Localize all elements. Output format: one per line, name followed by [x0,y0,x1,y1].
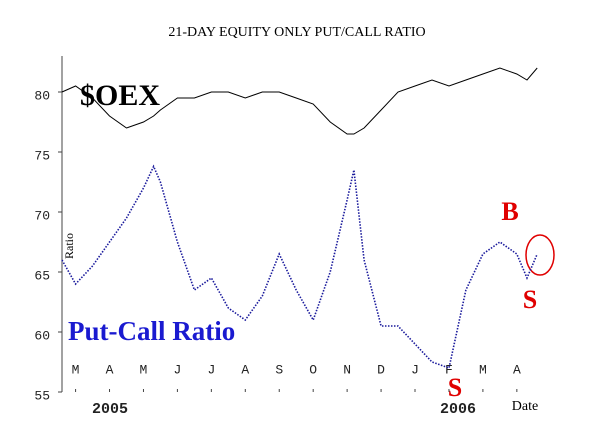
annotation: B [501,197,518,226]
y-tick-label: 60 [34,328,50,343]
x-tick-label: M [72,362,80,377]
y-axis-label: Ratio [62,233,76,259]
y-tick-label: 70 [34,208,50,223]
x-tick-label: F [445,362,453,377]
x-axis-label: Date [512,399,538,414]
series-line [61,164,538,370]
year-label: 2006 [440,401,476,418]
x-tick-label: A [513,362,521,377]
highlight-circle [525,234,555,276]
y-tick-label: 55 [34,388,50,403]
x-tick-label: J [411,362,419,377]
x-tick-label: J [174,362,182,377]
x-tick-label: M [140,362,148,377]
x-tick-label: A [106,362,114,377]
y-tick-label: 65 [34,268,50,283]
chart-title: 21-DAY EQUITY ONLY PUT/CALL RATIO [168,25,425,40]
x-tick-label: N [343,362,351,377]
annotation: S [523,285,537,314]
annotation: S [448,373,462,402]
series-line [61,67,538,135]
x-tick-label: O [309,362,317,377]
year-label: 2005 [92,401,128,418]
y-tick-label: 80 [34,88,50,103]
x-tick-label: J [207,362,215,377]
series-label: Put-Call Ratio [68,316,235,346]
series-label: $OEX [80,79,160,112]
x-tick-label: D [377,362,385,377]
y-tick-label: 75 [34,148,50,163]
x-tick-label: M [479,362,487,377]
x-tick-label: A [241,362,249,377]
x-tick-label: S [275,362,283,377]
